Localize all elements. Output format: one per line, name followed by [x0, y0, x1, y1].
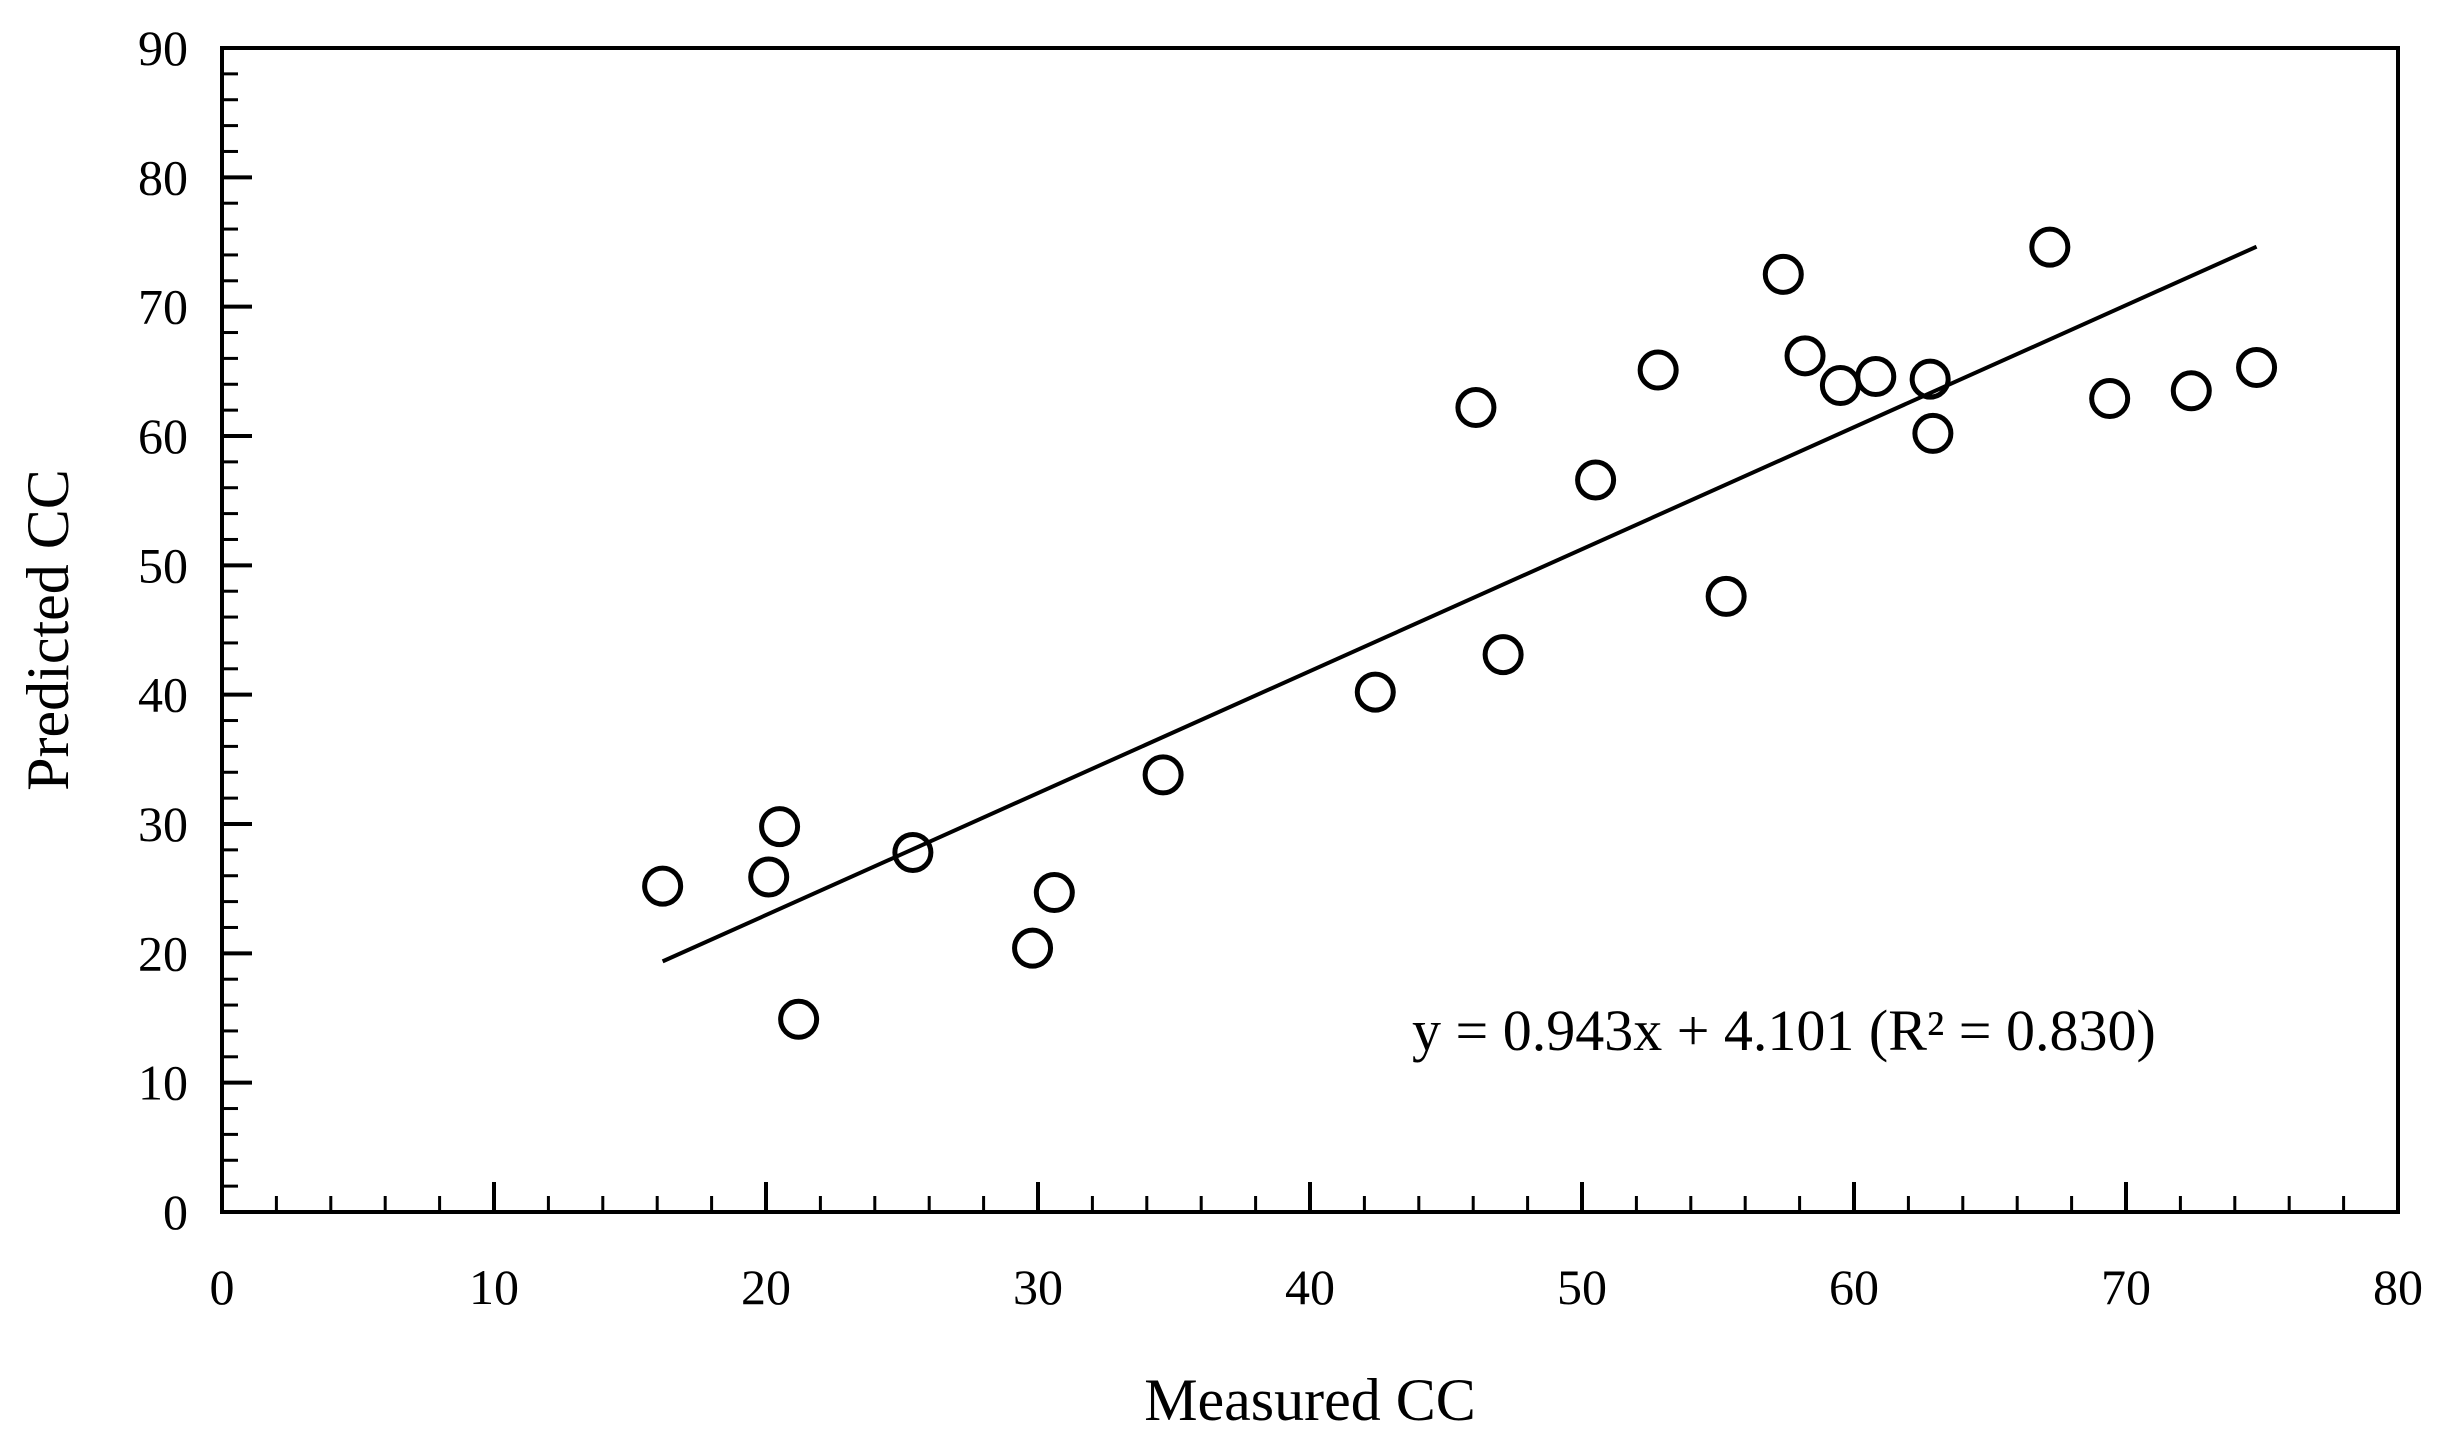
data-point — [892, 831, 934, 873]
x-axis-title: Measured CC — [1144, 1367, 1476, 1433]
data-point — [1819, 365, 1861, 407]
data-point — [778, 998, 820, 1040]
x-tick-label: 50 — [1557, 1259, 1607, 1315]
data-point — [748, 856, 790, 898]
data-point — [1482, 634, 1524, 676]
data-points — [642, 226, 2278, 1040]
x-tick-label: 70 — [2101, 1259, 2151, 1315]
x-tick-label: 30 — [1013, 1259, 1063, 1315]
data-point — [2170, 370, 2212, 412]
regression-equation: y = 0.943x + 4.101 (R² = 0.830) — [1412, 998, 2156, 1063]
x-tick-label: 60 — [1829, 1259, 1879, 1315]
y-tick-label: 20 — [138, 925, 188, 981]
data-point — [1909, 358, 1951, 400]
data-point — [1455, 387, 1497, 429]
y-tick-label: 90 — [138, 20, 188, 76]
data-point — [759, 806, 801, 848]
minor-ticks — [222, 72, 2346, 1212]
x-tick-label: 0 — [210, 1259, 235, 1315]
regression-line — [661, 244, 2258, 964]
data-point — [1705, 575, 1747, 617]
data-point — [2089, 377, 2131, 419]
x-tick-label: 40 — [1285, 1259, 1335, 1315]
y-tick-label: 50 — [138, 537, 188, 593]
y-tick-label: 10 — [138, 1055, 188, 1111]
y-tick-label: 40 — [138, 667, 188, 723]
data-point — [2236, 346, 2278, 388]
data-point — [1354, 671, 1396, 713]
x-axis-ticks: 0 10 20 30 40 50 60 70 80 — [210, 1182, 2423, 1315]
x-tick-label: 20 — [741, 1259, 791, 1315]
x-tick-label: 80 — [2373, 1259, 2423, 1315]
data-point — [642, 865, 684, 907]
data-point — [1784, 335, 1826, 377]
data-point — [1855, 356, 1897, 398]
data-point — [2029, 226, 2071, 268]
data-point — [1575, 459, 1617, 501]
data-point — [1637, 349, 1679, 391]
y-tick-label: 60 — [138, 408, 188, 464]
data-point — [1012, 927, 1054, 969]
y-tick-label: 70 — [138, 279, 188, 335]
data-point — [1912, 412, 1954, 454]
y-tick-label: 30 — [138, 796, 188, 852]
y-tick-label: 80 — [138, 149, 188, 205]
x-tick-label: 10 — [469, 1259, 519, 1315]
y-tick-label: 0 — [163, 1184, 188, 1240]
y-axis-ticks: 0 10 20 30 40 50 60 70 80 90 — [138, 20, 252, 1240]
data-point — [1142, 754, 1184, 796]
y-axis-title: Predicted CC — [15, 469, 81, 791]
data-point — [1033, 872, 1075, 914]
data-point — [1762, 253, 1804, 295]
